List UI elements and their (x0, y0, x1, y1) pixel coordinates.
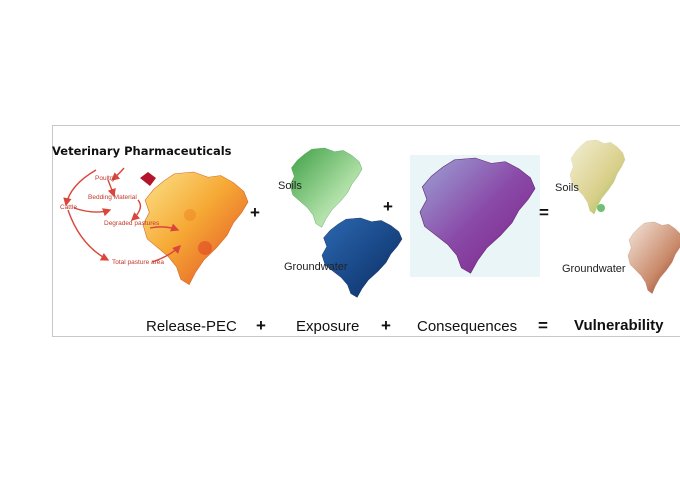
equals-operator: = (539, 203, 549, 222)
label-cattle: Cattle (60, 204, 77, 211)
label-poultry: Poultry (95, 175, 116, 182)
release-hotspot (140, 172, 156, 186)
vulnerability-soils-label: Soils (555, 182, 579, 194)
vulnerability-groundwater-label: Groundwater (562, 263, 626, 275)
label-bedding: Bedding Material (88, 194, 137, 201)
flow-labels: Poultry Cattle Bedding Material Degraded… (60, 175, 164, 266)
equation-plus-2: + (381, 316, 391, 335)
plus-operator-1: + (250, 203, 260, 222)
figure-frame (52, 125, 680, 337)
release-map (140, 171, 249, 286)
equation-equals: = (538, 316, 548, 335)
release-term: Release-PEC (146, 318, 237, 335)
equation-plus-1: + (256, 316, 266, 335)
groundwater-label: Groundwater (284, 261, 348, 273)
soils-label: Soils (278, 180, 302, 192)
vulnerability-groundwater-map (627, 221, 680, 294)
label-degraded: Degraded pastures (104, 220, 160, 227)
exposure-term: Exposure (296, 318, 359, 335)
vet-pharma-title: Veterinary Pharmaceuticals (52, 144, 232, 158)
groundwater-map (321, 217, 403, 298)
label-total-pasture: Total pasture area (112, 259, 164, 266)
vulnerability-soils-map (569, 139, 626, 215)
consequences-term: Consequences (417, 318, 517, 335)
plus-operator-2: + (383, 197, 393, 216)
flow-arrows (63, 167, 181, 263)
vulnerability-term: Vulnerability (574, 317, 664, 334)
